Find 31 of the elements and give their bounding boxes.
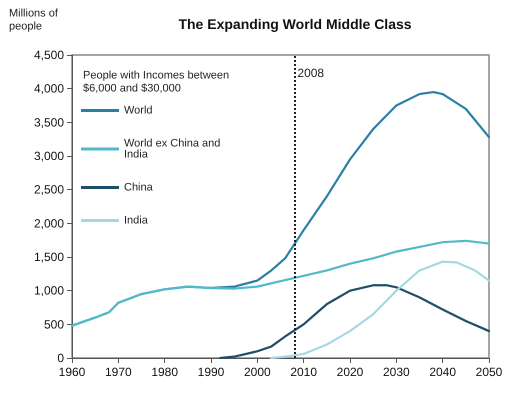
y-tick-label: 3,500 (34, 115, 64, 130)
y-tick-label: 4,500 (34, 48, 64, 62)
y-tick-label: 2,500 (34, 182, 64, 197)
y-tick-label: 500 (44, 317, 64, 332)
x-tick-label: 2050 (476, 365, 503, 379)
y-tick-label: 1,500 (34, 250, 64, 264)
legend-title: People with Incomes between $6,000 and $30,000 (83, 70, 232, 94)
y-tick-label: 4,000 (34, 82, 64, 96)
legend-label: World ex China and India (124, 138, 224, 160)
y-tick-label: 1,000 (34, 284, 64, 298)
legend-label: China (124, 182, 154, 194)
line-series (70, 240, 490, 327)
x-tick-label: 1970 (104, 365, 132, 379)
legend-label: World (124, 104, 153, 116)
line-series (219, 284, 490, 360)
x-tick-label: 1960 (58, 365, 86, 379)
x-tick-label: 2030 (382, 365, 410, 379)
y-tick-label: 2,000 (34, 216, 64, 230)
y-tick-label: 3,000 (34, 149, 64, 163)
chart-title: The Expanding World Middle Class (178, 16, 412, 32)
x-tick-label: 2000 (244, 365, 272, 379)
ref-line-label: 2008 (297, 66, 324, 80)
line-series (270, 260, 490, 360)
x-tick-label: 2040 (429, 365, 456, 379)
y-tick-label: 0 (57, 351, 64, 365)
x-tick-label: 2020 (336, 365, 364, 379)
legend-label: India (124, 214, 149, 226)
x-tick-label: 1990 (198, 365, 225, 379)
x-tick-label: 2010 (290, 365, 318, 379)
x-tick-label: 1980 (151, 365, 178, 379)
y-axis-title: Millions of people (9, 8, 61, 32)
